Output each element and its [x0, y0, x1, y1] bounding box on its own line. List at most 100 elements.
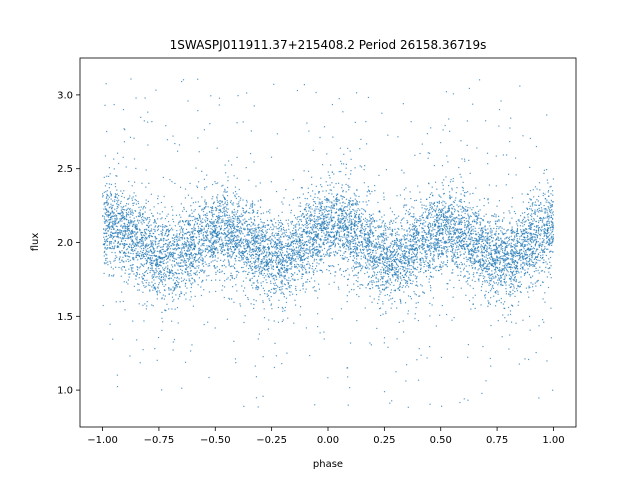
- data-point: [230, 247, 232, 249]
- data-point: [505, 232, 507, 234]
- data-point: [395, 262, 398, 264]
- data-point: [154, 274, 156, 276]
- data-point: [245, 238, 247, 240]
- data-point: [265, 232, 267, 234]
- data-point: [161, 280, 163, 282]
- data-point: [506, 263, 508, 265]
- data-point: [364, 226, 366, 228]
- data-point: [415, 246, 417, 249]
- data-point: [357, 203, 359, 206]
- data-point: [490, 279, 492, 282]
- data-point: [356, 235, 358, 238]
- data-point: [436, 246, 438, 248]
- data-point: [249, 242, 252, 244]
- data-point: [492, 262, 494, 265]
- data-point: [439, 240, 441, 242]
- data-point: [290, 244, 293, 246]
- data-point: [265, 279, 267, 281]
- data-point: [533, 258, 535, 261]
- data-point: [362, 213, 364, 215]
- data-point: [288, 256, 291, 258]
- data-point: [547, 244, 549, 246]
- data-point: [422, 227, 424, 230]
- data-point: [514, 277, 516, 279]
- data-point: [165, 275, 167, 277]
- data-point: [106, 219, 108, 221]
- data-point: [445, 212, 447, 214]
- data-point: [132, 246, 134, 249]
- data-point: [301, 239, 304, 241]
- data-point: [158, 242, 160, 244]
- data-point: [450, 242, 452, 245]
- data-point: [321, 212, 323, 214]
- data-point: [457, 232, 459, 234]
- data-point: [259, 237, 261, 239]
- data-point: [305, 288, 307, 290]
- data-point: [182, 231, 184, 233]
- data-point: [521, 239, 523, 241]
- data-point: [350, 248, 352, 250]
- data-point: [191, 232, 193, 234]
- data-point: [432, 260, 434, 262]
- data-point: [131, 268, 133, 270]
- data-point: [110, 225, 112, 228]
- data-point: [435, 209, 437, 212]
- data-point: [519, 236, 521, 238]
- data-point: [354, 121, 356, 123]
- data-point: [107, 210, 110, 212]
- data-point: [367, 252, 369, 255]
- data-point: [423, 244, 425, 246]
- data-point: [408, 227, 410, 229]
- data-point: [298, 251, 300, 253]
- data-point: [362, 246, 364, 248]
- data-point: [112, 225, 114, 227]
- data-point: [457, 236, 459, 238]
- data-point: [519, 257, 521, 259]
- data-point: [350, 288, 353, 291]
- data-point: [529, 264, 531, 266]
- data-point: [413, 263, 415, 265]
- data-point: [551, 206, 553, 208]
- data-point: [460, 140, 462, 142]
- data-point: [370, 261, 372, 263]
- data-point: [370, 249, 372, 251]
- data-point: [166, 270, 168, 273]
- data-point: [341, 210, 343, 213]
- data-point: [131, 209, 133, 211]
- data-point: [340, 235, 342, 238]
- data-point: [152, 260, 154, 262]
- data-point: [429, 193, 432, 195]
- data-point: [308, 249, 310, 251]
- data-point: [328, 213, 330, 215]
- data-point: [184, 238, 186, 240]
- data-point: [430, 287, 432, 289]
- data-point: [276, 228, 278, 230]
- data-point: [489, 278, 491, 280]
- data-point: [438, 217, 440, 220]
- data-point: [216, 248, 218, 250]
- data-point: [340, 209, 342, 211]
- data-point: [105, 219, 107, 221]
- data-point: [238, 221, 241, 224]
- data-point: [363, 234, 366, 236]
- data-points: [101, 78, 555, 408]
- data-point: [440, 256, 442, 258]
- data-point: [135, 167, 137, 170]
- data-point: [380, 284, 382, 286]
- data-point: [122, 266, 124, 268]
- data-point: [491, 234, 493, 236]
- data-point: [261, 231, 264, 233]
- data-point: [335, 200, 337, 203]
- data-point: [496, 259, 498, 261]
- data-point: [172, 243, 174, 245]
- data-point: [409, 271, 411, 273]
- data-point: [325, 181, 327, 183]
- data-point: [116, 256, 118, 258]
- data-point: [481, 264, 483, 266]
- data-point: [509, 291, 512, 293]
- data-point: [181, 210, 184, 212]
- data-point: [465, 294, 467, 296]
- data-point: [139, 238, 141, 241]
- data-point: [161, 235, 163, 237]
- data-point: [474, 214, 476, 216]
